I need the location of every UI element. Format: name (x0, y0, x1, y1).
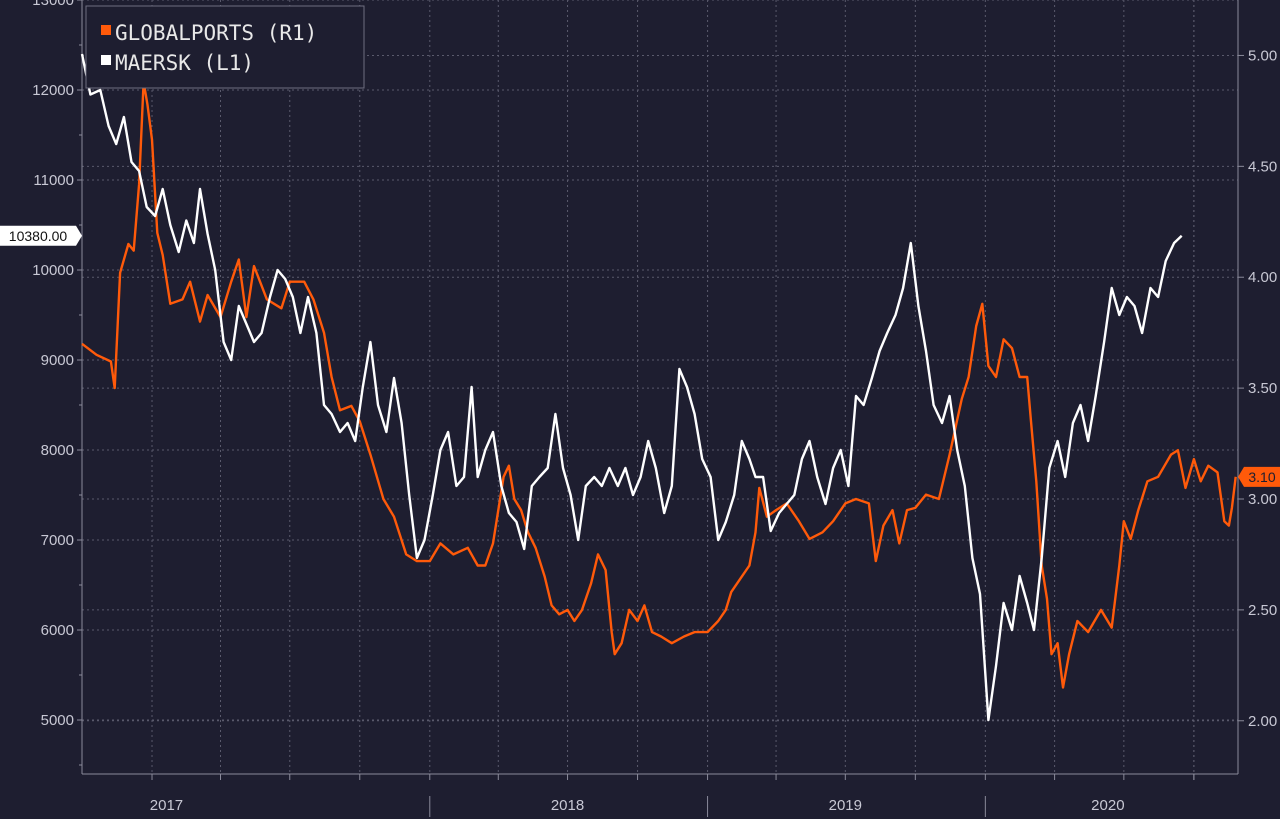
legend-swatch-globalports (101, 25, 111, 35)
left-tick-label: 8000 (41, 442, 74, 459)
last-value-tags: 3.10 10380.00 (0, 225, 1280, 487)
gridlines (82, 0, 1238, 774)
left-tick-label: 13000 (32, 0, 74, 9)
right-value-tag (1238, 466, 1280, 487)
x-tick-label-2018: 2018 (551, 797, 584, 814)
left-value-tag (0, 225, 82, 246)
series-line-globalports (81, 80, 1237, 689)
right-value-tag-label: 3.10 (1248, 469, 1275, 485)
right-tick-label: 4.00 (1248, 269, 1277, 286)
legend-box (85, 5, 365, 89)
right-tick-label: 2.00 (1248, 713, 1277, 730)
axes: 5000 6000 7000 8000 9000 10000 11000 12000 13000… (32, 0, 1277, 817)
right-tick-label: 5.00 (1248, 47, 1277, 64)
right-tick-label: 4.50 (1248, 158, 1277, 175)
left-tick-label: 10000 (32, 262, 74, 279)
x-tick-label-2019: 2019 (829, 797, 862, 814)
left-tick-label: 5000 (41, 712, 74, 729)
right-tick-label: 3.00 (1248, 491, 1277, 508)
x-tick-label-2017: 2017 (150, 797, 183, 814)
series-lines (80, 53, 1237, 722)
left-tick-label: 7000 (41, 532, 74, 549)
x-tick-label-2020: 2020 (1091, 797, 1124, 814)
left-tick-label: 9000 (41, 352, 74, 369)
left-tick-label: 6000 (41, 622, 74, 639)
legend-swatch-maersk (101, 55, 111, 65)
right-tick-label: 3.50 (1248, 380, 1277, 397)
left-tick-label: 11000 (33, 172, 74, 189)
legend-label-globalports: GLOBALPORTS (R1) (115, 21, 317, 45)
legend-label-maersk: MAERSK (L1) (115, 51, 254, 75)
right-tick-label: 2.50 (1248, 602, 1277, 619)
legend: GLOBALPORTS (R1) MAERSK (L1) (85, 5, 365, 89)
left-tick-label: 12000 (32, 82, 74, 99)
left-value-tag-label: 10380.00 (9, 228, 68, 244)
series-line-maersk (80, 53, 1183, 722)
